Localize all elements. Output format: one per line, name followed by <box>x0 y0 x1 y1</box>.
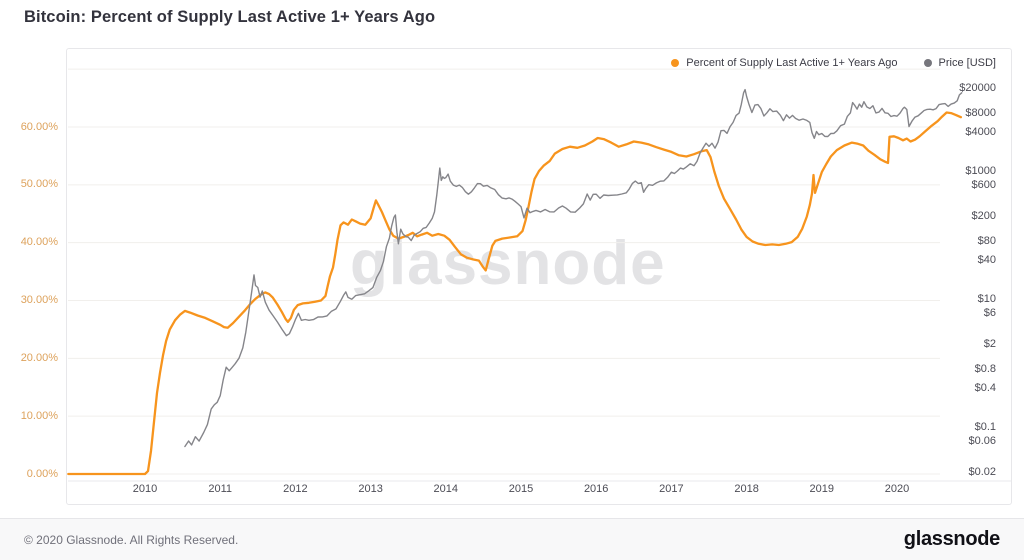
right-axis-tick: $2 <box>983 337 996 350</box>
right-axis-tick: $10 <box>977 292 996 305</box>
legend-item-label: Percent of Supply Last Active 1+ Years A… <box>686 57 898 69</box>
right-axis-tick: $600 <box>971 178 996 191</box>
legend-item-price[interactable]: Price [USD] <box>923 57 996 69</box>
x-axis-tick: 2010 <box>132 483 158 495</box>
x-axis-tick: 2012 <box>283 483 308 495</box>
x-axis-tick: 2017 <box>659 483 684 495</box>
left-axis-tick: 10.00% <box>20 409 58 422</box>
x-axis-tick: 2015 <box>508 483 534 495</box>
legend-item-supply[interactable]: Percent of Supply Last Active 1+ Years A… <box>671 57 898 69</box>
price-legend-dot-icon <box>923 59 932 67</box>
right-axis-tick: $0.4 <box>974 382 996 395</box>
legend-item-label: Price [USD] <box>938 57 996 69</box>
supply-legend-dot-icon <box>671 59 680 67</box>
right-axis-tick: $0.1 <box>974 420 996 433</box>
left-axis-tick: 60.00% <box>20 120 58 133</box>
footer-bar: © 2020 Glassnode. All Rights Reserved. g… <box>0 518 1024 560</box>
right-axis-tick: $1000 <box>965 164 996 177</box>
left-axis-tick: 40.00% <box>20 236 58 249</box>
glassnode-watermark: glassnode <box>350 229 666 298</box>
left-axis-tick: 50.00% <box>20 178 58 191</box>
x-axis-tick: 2016 <box>583 483 609 495</box>
right-axis-tick: $40 <box>977 254 996 267</box>
right-axis-tick: $8000 <box>965 106 996 119</box>
left-axis-tick: 20.00% <box>20 351 58 364</box>
glassnode-logo[interactable]: glassnode <box>903 528 1001 550</box>
right-axis-tick: $80 <box>977 234 996 247</box>
page-title: Bitcoin: Percent of Supply Last Active 1… <box>24 8 436 26</box>
x-axis-tick: 2014 <box>433 483 459 495</box>
copyright-text: © 2020 Glassnode. All Rights Reserved. <box>24 532 239 547</box>
right-axis-tick: $20000 <box>959 81 996 94</box>
right-axis-tick: $0.02 <box>968 465 996 478</box>
right-axis-tick: $4000 <box>965 126 996 139</box>
left-axis-tick: 0.00% <box>26 467 58 480</box>
x-axis-tick: 2020 <box>884 483 910 495</box>
right-axis-tick: $0.8 <box>974 362 996 375</box>
chart-legend: Percent of Supply Last Active 1+ Years A… <box>671 57 996 69</box>
x-axis-tick: 2019 <box>809 483 835 495</box>
left-axis-tick: 30.00% <box>20 294 58 306</box>
right-axis-tick: $0.06 <box>968 434 996 447</box>
right-axis-tick: $6 <box>983 306 996 319</box>
x-axis-tick: 2011 <box>208 483 233 495</box>
x-axis-tick: 2013 <box>358 483 383 495</box>
right-axis-tick: $200 <box>971 209 996 222</box>
x-axis-tick: 2018 <box>734 483 759 495</box>
